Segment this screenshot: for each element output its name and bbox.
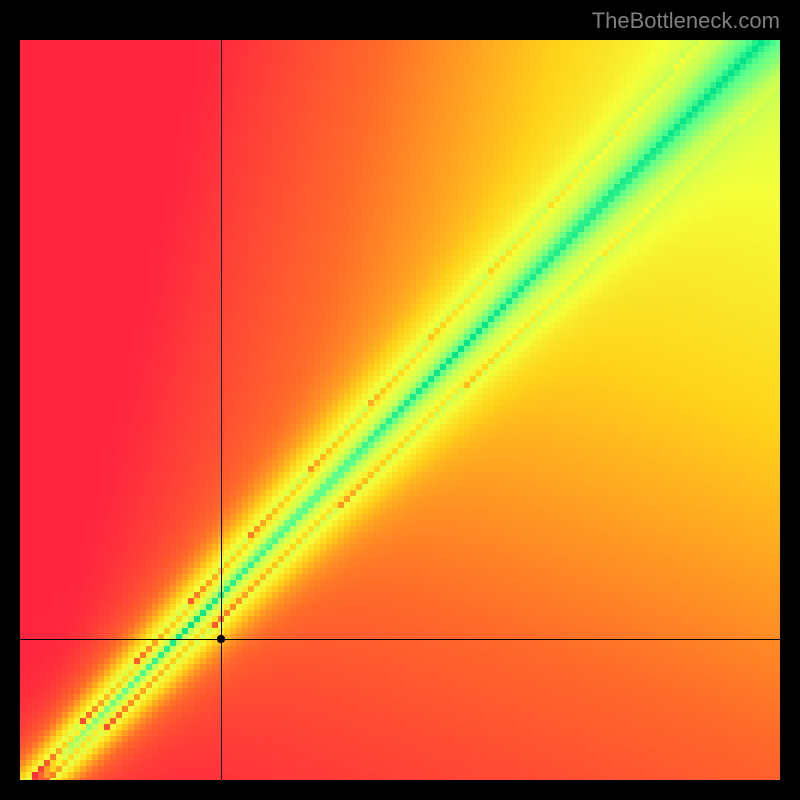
bottleneck-heatmap — [20, 40, 780, 780]
heatmap-canvas — [20, 40, 780, 780]
watermark-text: TheBottleneck.com — [592, 8, 780, 34]
page-container: TheBottleneck.com — [0, 0, 800, 800]
